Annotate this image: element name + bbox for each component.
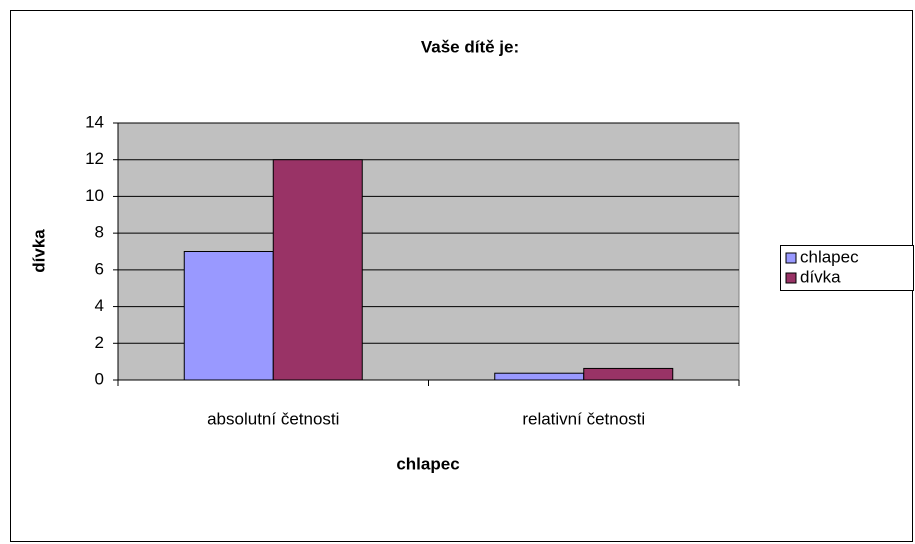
- legend-swatch: [785, 252, 797, 264]
- y-tick-label: 10: [85, 186, 104, 205]
- y-axis-title: dívka: [29, 229, 48, 273]
- y-tick-label: 8: [95, 223, 104, 242]
- legend: [780, 245, 914, 291]
- y-tick-label: 2: [95, 333, 104, 352]
- y-tick-label: 12: [85, 149, 104, 168]
- y-tick-label: 6: [95, 259, 104, 278]
- legend-label: dívka: [800, 267, 841, 286]
- x-axis-title: chlapec: [396, 454, 459, 473]
- bar: [272, 159, 363, 381]
- y-tick-label: 4: [95, 296, 104, 315]
- bar: [494, 372, 585, 381]
- legend-swatch: [785, 272, 797, 284]
- y-tick-label: 0: [95, 369, 104, 388]
- y-tick-label: 14: [85, 112, 104, 131]
- x-tick-label: relativní četnosti: [522, 409, 645, 428]
- bar: [583, 367, 674, 381]
- x-tick-label: absolutní četnosti: [207, 409, 339, 428]
- chart-title: Vaše dítě je:: [421, 37, 519, 56]
- legend-label: chlapec: [800, 247, 859, 266]
- bar: [183, 251, 274, 381]
